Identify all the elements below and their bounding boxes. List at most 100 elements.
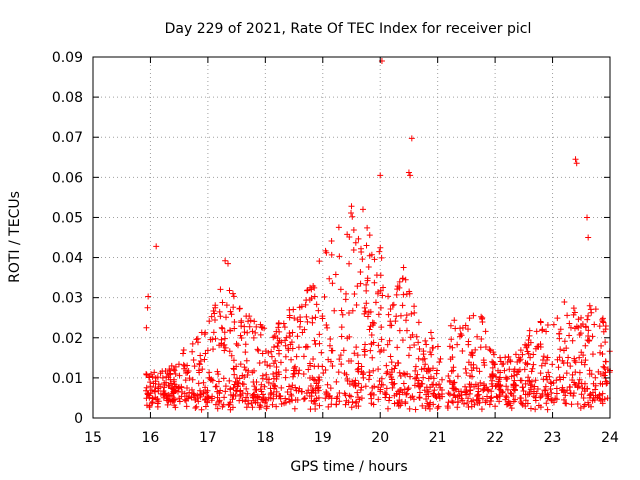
- data-point: [224, 260, 231, 267]
- data-point: [190, 390, 197, 397]
- x-tick-label: 18: [256, 430, 274, 446]
- data-point: [480, 381, 487, 388]
- data-point: [403, 312, 410, 319]
- data-point: [409, 393, 416, 400]
- data-point: [282, 374, 289, 381]
- data-point: [335, 224, 342, 231]
- data-point: [422, 337, 429, 344]
- data-point: [315, 363, 322, 370]
- data-point: [147, 383, 154, 390]
- data-point: [387, 305, 394, 312]
- data-point: [529, 365, 536, 372]
- data-point: [246, 313, 253, 320]
- data-point: [386, 397, 393, 404]
- data-point: [566, 320, 573, 327]
- data-point: [528, 368, 535, 375]
- data-point: [446, 391, 453, 398]
- data-point: [497, 358, 504, 365]
- data-point: [183, 397, 190, 404]
- data-point: [227, 327, 234, 334]
- data-point: [447, 356, 454, 363]
- data-point: [204, 399, 211, 406]
- data-point: [467, 386, 474, 393]
- data-point: [578, 314, 585, 321]
- data-point: [494, 367, 501, 374]
- data-point: [154, 400, 161, 407]
- data-point: [371, 279, 378, 286]
- data-point: [234, 383, 241, 390]
- data-point: [489, 358, 496, 365]
- data-point: [323, 391, 330, 398]
- data-point: [223, 314, 229, 321]
- data-point: [370, 367, 377, 374]
- data-point: [559, 357, 566, 364]
- data-point: [239, 372, 246, 379]
- data-point: [197, 358, 204, 365]
- data-point: [363, 281, 370, 288]
- data-point: [370, 339, 377, 346]
- data-point: [430, 381, 437, 388]
- data-point: [603, 380, 610, 387]
- data-point: [427, 329, 434, 336]
- data-point: [304, 287, 311, 294]
- data-point: [487, 347, 494, 354]
- data-point: [547, 379, 554, 386]
- data-point: [397, 373, 404, 380]
- data-point: [244, 372, 251, 379]
- data-point: [565, 354, 572, 361]
- data-point: [219, 325, 226, 332]
- data-point: [227, 406, 234, 413]
- data-point: [544, 322, 551, 329]
- data-point: [377, 287, 384, 294]
- data-point: [530, 393, 537, 400]
- data-point: [416, 389, 423, 396]
- data-point: [248, 400, 255, 407]
- data-point: [287, 341, 294, 348]
- data-point: [489, 373, 496, 380]
- data-point: [445, 373, 452, 380]
- data-point: [584, 316, 591, 323]
- data-point: [148, 400, 155, 407]
- data-point: [189, 376, 196, 383]
- data-point: [258, 396, 265, 403]
- data-point: [221, 335, 228, 342]
- data-point: [222, 257, 229, 264]
- data-point: [533, 328, 540, 335]
- data-point: [585, 337, 592, 344]
- data-point: [580, 394, 587, 401]
- data-point: [391, 392, 398, 399]
- data-point: [353, 302, 360, 309]
- data-point: [454, 341, 461, 348]
- data-point: [328, 251, 335, 258]
- data-point: [222, 383, 229, 390]
- data-point: [362, 308, 369, 315]
- data-point: [391, 365, 398, 372]
- data-point: [550, 399, 557, 406]
- data-point: [199, 366, 206, 373]
- data-point: [522, 359, 529, 366]
- data-point: [402, 317, 409, 324]
- data-point: [362, 341, 369, 348]
- data-point: [503, 383, 510, 390]
- data-point: [369, 384, 376, 391]
- data-point: [447, 322, 454, 329]
- data-point: [465, 395, 472, 402]
- data-point: [336, 253, 343, 260]
- data-point: [519, 351, 526, 358]
- data-point: [189, 348, 196, 355]
- data-point: [396, 327, 403, 334]
- data-point: [553, 390, 560, 397]
- data-point: [472, 381, 479, 388]
- data-point: [586, 302, 593, 309]
- data-point: [562, 400, 569, 407]
- data-point: [193, 336, 200, 343]
- data-point: [259, 350, 266, 357]
- data-point: [270, 385, 277, 392]
- data-point: [198, 406, 205, 413]
- data-point: [228, 311, 235, 318]
- data-point: [322, 395, 329, 402]
- data-point: [492, 403, 499, 410]
- data-point: [209, 336, 216, 343]
- data-point: [289, 382, 296, 389]
- data-point: [310, 398, 317, 405]
